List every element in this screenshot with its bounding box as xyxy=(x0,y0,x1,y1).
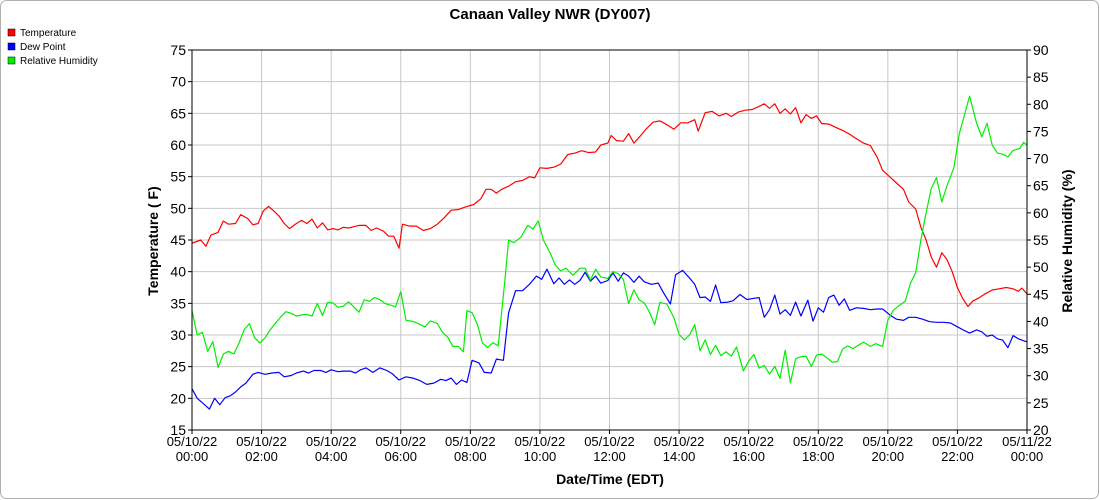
x-tick-time: 06:00 xyxy=(384,449,417,464)
chart-title: Canaan Valley NWR (DY007) xyxy=(450,6,651,23)
x-tick-date: 05/10/22 xyxy=(167,434,218,449)
x-tick-date: 05/10/22 xyxy=(445,434,496,449)
y-tick-left: 25 xyxy=(170,359,186,375)
series-line-temperature xyxy=(192,103,1027,308)
legend-swatch xyxy=(7,42,16,51)
x-axis-label: Date/Time (EDT) xyxy=(556,471,664,487)
x-tick-time: 14:00 xyxy=(663,449,696,464)
x-tick-date: 05/10/22 xyxy=(932,434,983,449)
x-tick-time: 20:00 xyxy=(872,449,905,464)
axes: 15 20 25 30 35 40 45 50 55 60 65 70 75 20 25 30 35 40 45 50… xyxy=(167,42,1052,464)
x-tick-time: 08:00 xyxy=(454,449,487,464)
y-tick-left: 50 xyxy=(170,200,186,216)
x-tick-date: 05/10/22 xyxy=(515,434,566,449)
x-tick-time: 16:00 xyxy=(732,449,765,464)
x-tick-time: 18:00 xyxy=(802,449,835,464)
series-line-dew-point xyxy=(192,268,1027,410)
y-tick-right: 45 xyxy=(1033,286,1049,302)
y-tick-left: 40 xyxy=(170,264,186,280)
y-tick-right: 25 xyxy=(1033,395,1049,411)
y-tick-left: 70 xyxy=(170,74,186,90)
legend: Temperature Dew Point Relative Humidity xyxy=(7,28,98,67)
y-tick-left: 75 xyxy=(170,42,186,58)
series-line-relative-humidity xyxy=(192,95,1027,384)
legend-swatch xyxy=(7,28,16,37)
y-axis-label-right: Relative Humidity (%) xyxy=(1059,169,1075,312)
x-tick-date: 05/10/22 xyxy=(375,434,426,449)
x-tick-time: 12:00 xyxy=(593,449,626,464)
series-layer xyxy=(192,95,1027,410)
x-tick-date: 05/10/22 xyxy=(236,434,287,449)
y-tick-left: 20 xyxy=(170,390,186,406)
x-tick-date: 05/10/22 xyxy=(723,434,774,449)
y-tick-right: 65 xyxy=(1033,178,1049,194)
y-axis-label-left: Temperature ( F) xyxy=(145,186,161,295)
y-tick-left: 65 xyxy=(170,105,186,121)
y-tick-left: 15 xyxy=(170,422,186,438)
legend-label: Relative Humidity xyxy=(20,56,98,67)
x-tick-date: 05/11/22 xyxy=(1002,434,1052,449)
y-tick-right: 75 xyxy=(1033,123,1049,139)
legend-label: Temperature xyxy=(20,28,77,39)
x-tick-time: 00:00 xyxy=(1011,449,1044,464)
y-tick-right: 40 xyxy=(1033,313,1049,329)
y-tick-left: 60 xyxy=(170,137,186,153)
y-tick-right: 30 xyxy=(1033,368,1049,384)
y-tick-right: 60 xyxy=(1033,205,1049,221)
x-tick-date: 05/10/22 xyxy=(306,434,357,449)
y-tick-left: 30 xyxy=(170,327,186,343)
y-tick-left: 45 xyxy=(170,232,186,248)
y-tick-right: 80 xyxy=(1033,96,1049,112)
x-tick-time: 02:00 xyxy=(245,449,278,464)
y-tick-right: 90 xyxy=(1033,42,1049,58)
y-tick-left: 35 xyxy=(170,295,186,311)
x-tick-time: 22:00 xyxy=(941,449,974,464)
plot-area-frame xyxy=(191,49,1028,431)
y-tick-right: 20 xyxy=(1033,422,1049,438)
x-tick-date: 05/10/22 xyxy=(793,434,844,449)
y-tick-right: 50 xyxy=(1033,259,1049,275)
x-tick-time: 10:00 xyxy=(524,449,557,464)
x-tick-date: 05/10/22 xyxy=(863,434,914,449)
legend-label: Dew Point xyxy=(20,42,66,53)
y-tick-right: 85 xyxy=(1033,69,1049,85)
y-tick-right: 35 xyxy=(1033,341,1049,357)
x-tick-time: 00:00 xyxy=(176,449,209,464)
x-tick-date: 05/10/22 xyxy=(654,434,705,449)
x-tick-time: 04:00 xyxy=(315,449,348,464)
y-tick-right: 70 xyxy=(1033,151,1049,167)
y-tick-right: 55 xyxy=(1033,232,1049,248)
x-tick-date: 05/10/22 xyxy=(584,434,635,449)
legend-swatch xyxy=(7,56,16,65)
y-tick-left: 55 xyxy=(170,169,186,185)
